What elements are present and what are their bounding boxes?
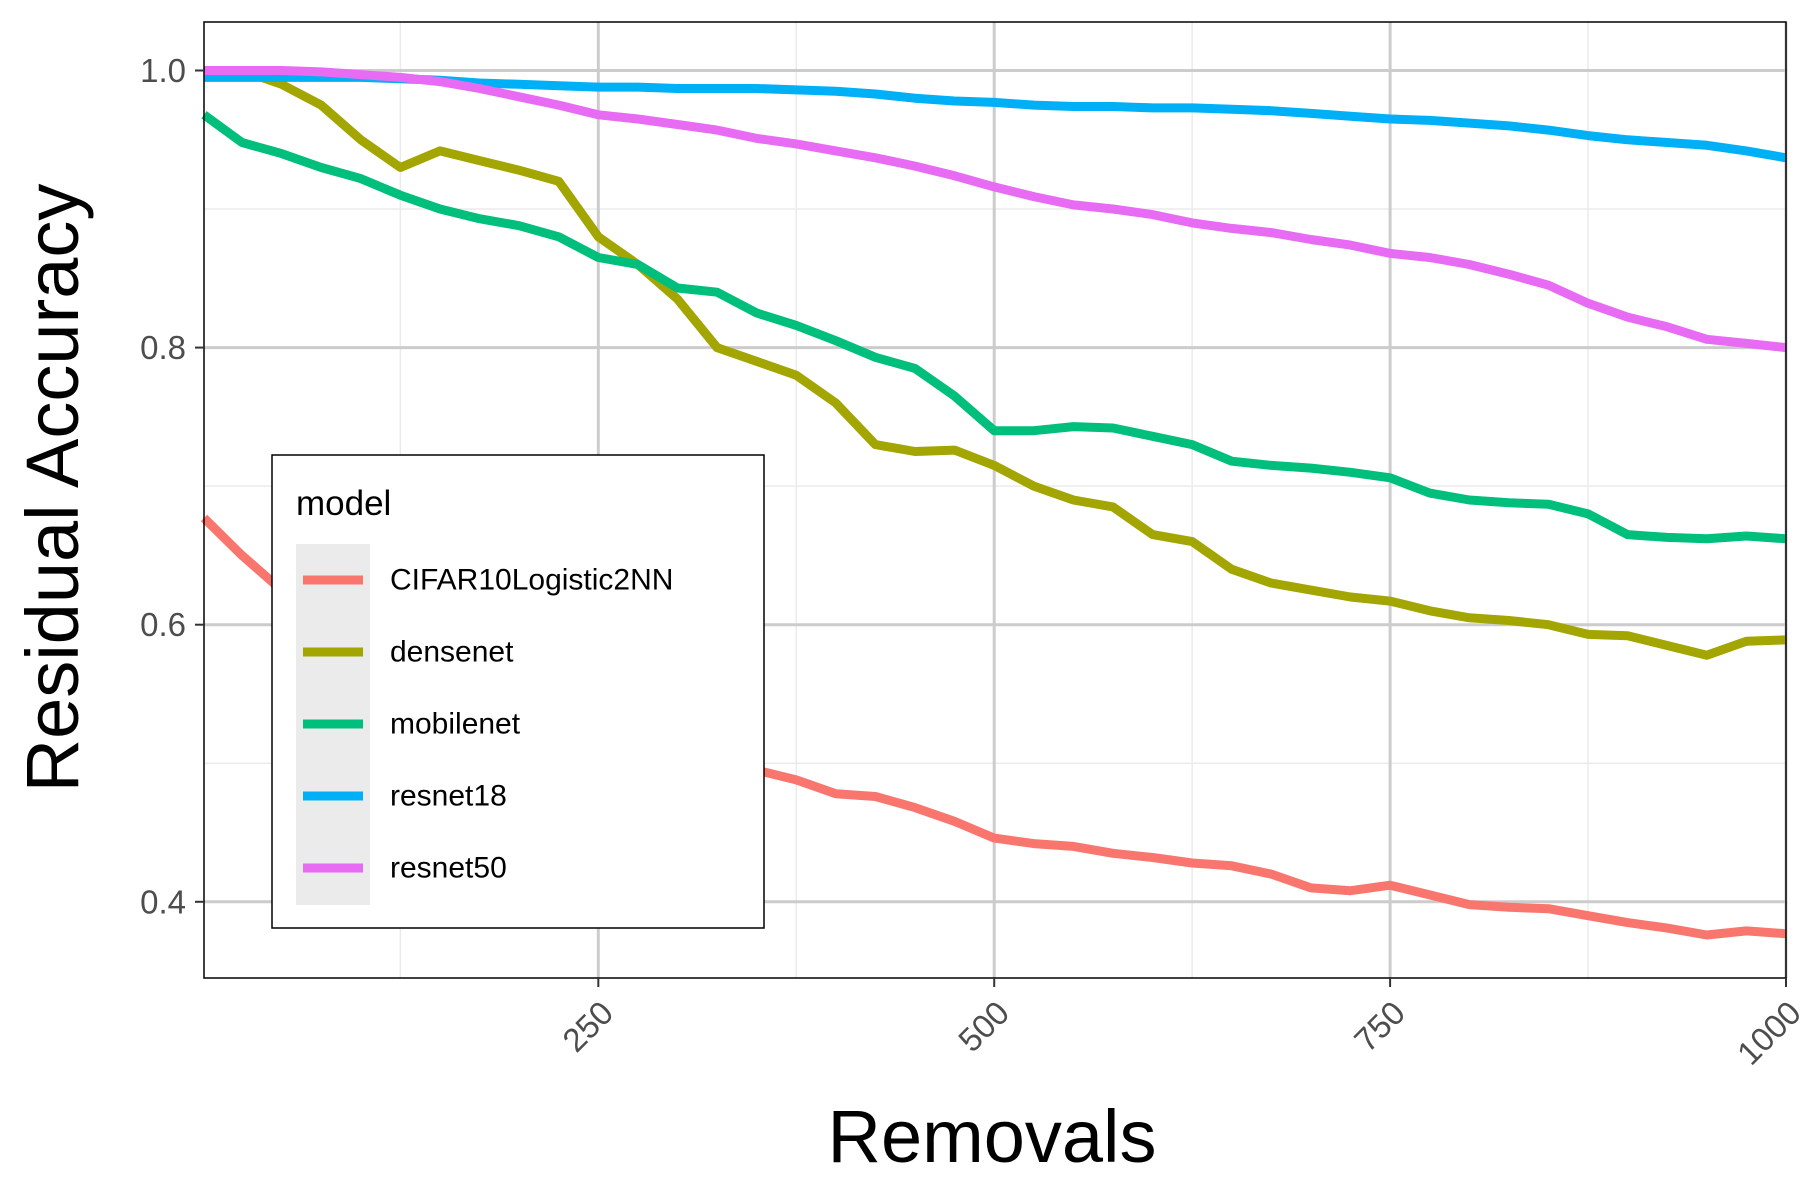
x-axis-title: Removals (828, 1095, 1157, 1178)
legend-label-resnet50: resnet50 (390, 852, 507, 885)
series-line-resnet50 (204, 66, 1787, 353)
y-axis-title: Residual Accuracy (11, 184, 94, 793)
legend-label-mobilenet: mobilenet (390, 708, 521, 741)
legend-label-densenet: densenet (390, 636, 514, 669)
legend-title: model (296, 484, 391, 523)
y-tick-label: 0.6 (140, 606, 186, 643)
series-lines (200, 66, 1787, 940)
y-tick-labels: 0.4 0.6 0.8 1.0 (140, 52, 186, 920)
legend-label-resnet18: resnet18 (390, 780, 507, 813)
y-tick-label: 1.0 (140, 52, 186, 89)
legend-label-cifar10logistic2nn: CIFAR10Logistic2NN (390, 564, 673, 597)
legend-entries: CIFAR10Logistic2NN densenet mobilenet resne… (303, 564, 673, 885)
series-line-densenet (204, 66, 1787, 660)
axis-ticks (195, 69, 1787, 987)
legend: model CIFAR10Logistic2NN densenet mobilene… (271, 454, 765, 929)
series-line-mobilenet (201, 111, 1787, 544)
y-tick-label: 0.4 (140, 883, 186, 920)
y-tick-label: 0.8 (140, 329, 186, 366)
